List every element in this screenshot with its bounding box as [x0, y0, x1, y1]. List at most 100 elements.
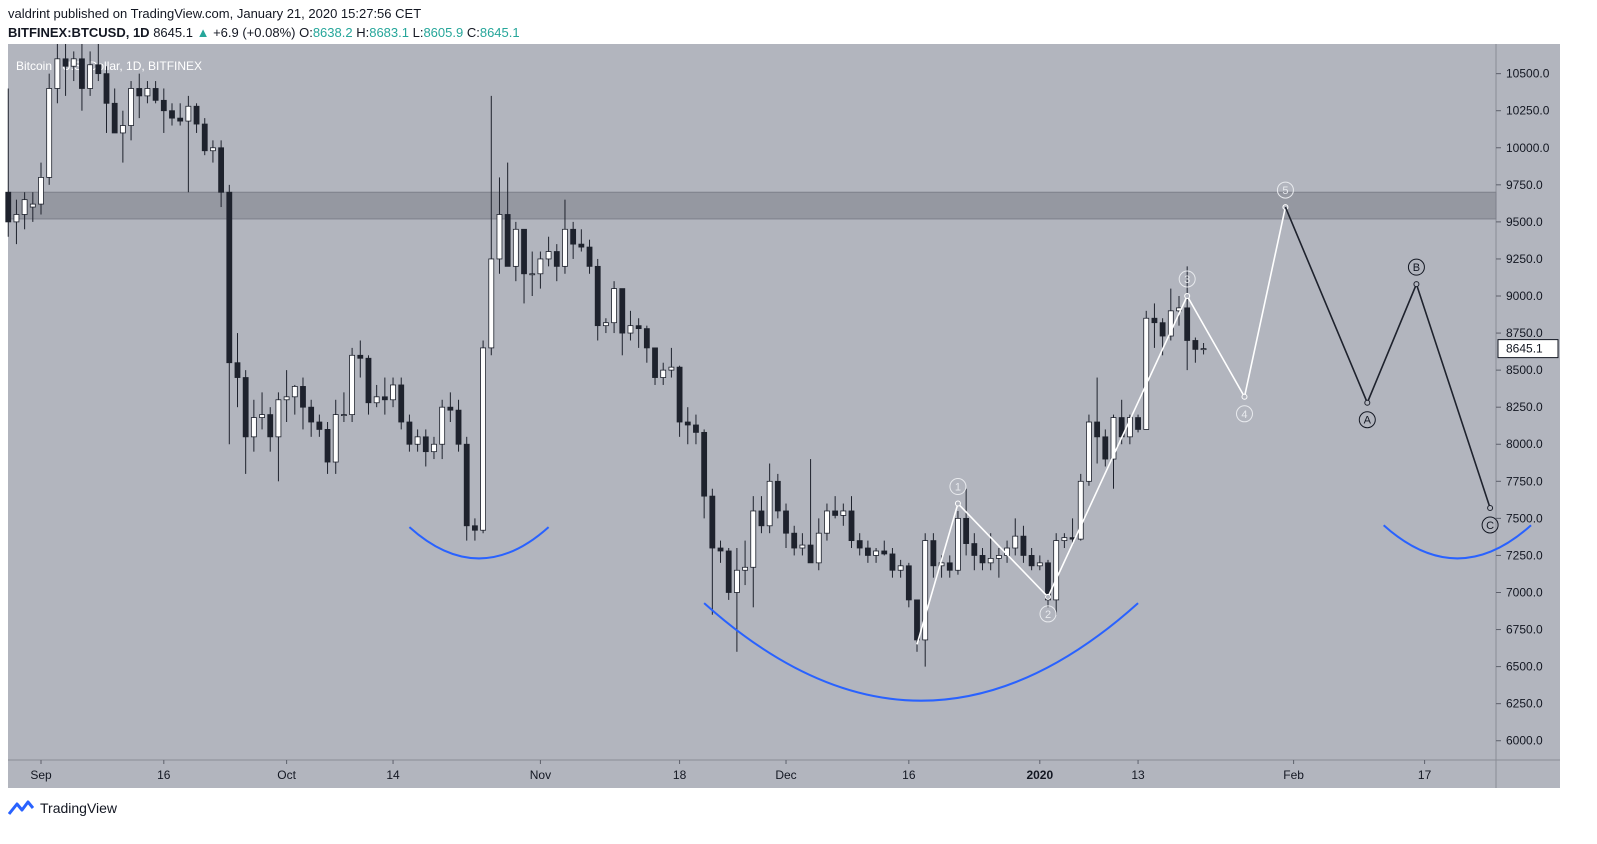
candle-body [963, 517, 970, 544]
price-chart[interactable]: 6000.0 6250.0 6500.0 6750.0 7000.0 7250.0 7500… [0, 44, 1597, 794]
chart-title: Bitcoin / U.S. Dollar, 1D, BITFINEX [16, 59, 202, 73]
wave-label-5: 5 [1282, 185, 1288, 197]
y-tick-label: 6750.0 [1506, 623, 1543, 637]
candle-body [684, 421, 691, 426]
candle-body [373, 396, 380, 404]
candle-body [1036, 562, 1043, 567]
cup-curve [1383, 524, 1532, 560]
candle-body [447, 406, 454, 411]
candle-body [733, 569, 740, 593]
x-tick-label: 2020 [1026, 768, 1053, 782]
y-tick-label: 10250.0 [1506, 104, 1550, 118]
candle-body [766, 480, 773, 527]
x-tick-label: 16 [902, 768, 916, 782]
candle-body [259, 414, 265, 418]
candle-body [799, 544, 806, 549]
candle-body [660, 369, 667, 378]
candle-body [570, 228, 577, 245]
candle-body [873, 550, 879, 556]
candle-body [742, 566, 748, 571]
wave-label-circle [1481, 516, 1499, 534]
high-label: H: [356, 25, 370, 40]
candle-body [897, 565, 904, 571]
candle-body [856, 540, 863, 549]
y-tick-label: 6000.0 [1506, 734, 1543, 748]
candle-body [480, 347, 486, 531]
change-value: +6.9 (+0.08%) [213, 25, 296, 40]
candles [5, 44, 1207, 667]
y-tick-label: 6250.0 [1506, 697, 1543, 711]
wave-label-4: 4 [1241, 409, 1247, 421]
candle-body [824, 510, 830, 534]
candle-body [1135, 417, 1141, 430]
candle-body [226, 191, 233, 364]
y-tick-label: 8500.0 [1506, 363, 1543, 377]
candle-body [169, 110, 175, 119]
candle-body [979, 555, 986, 564]
candle-body [193, 105, 200, 125]
high-value: 8683.1 [369, 25, 409, 40]
candle-body [472, 525, 478, 531]
candle-body [87, 64, 94, 89]
candle-body [431, 443, 437, 453]
candle-body [308, 406, 315, 423]
candle-body [455, 409, 462, 445]
wave-label-1: 1 [955, 482, 961, 494]
candle-body [619, 288, 626, 334]
wave-label-circle [1276, 181, 1294, 199]
x-tick-label: Sep [30, 768, 52, 782]
low-value: 8605.9 [423, 25, 464, 40]
candle-body [267, 414, 274, 438]
candle-body [676, 366, 683, 423]
candle-body [103, 73, 110, 104]
candle-body [914, 599, 920, 641]
candle-body [693, 424, 699, 433]
candle-body [717, 547, 724, 552]
correction-wave-line [1284, 206, 1491, 509]
y-tick-label: 7750.0 [1506, 474, 1543, 488]
symbol-label: BITFINEX:BTCUSD, 1D [8, 25, 150, 40]
candle-body [62, 58, 69, 67]
candle-body [783, 510, 789, 534]
y-tick-label: 10500.0 [1506, 67, 1550, 81]
candle-body [791, 532, 798, 549]
candle-body [291, 386, 298, 398]
impulse-wave-line [916, 206, 1287, 645]
candle-body [807, 544, 814, 564]
candle-body [283, 396, 290, 401]
y-tick-label: 8750.0 [1506, 326, 1543, 340]
wave-label-B: B [1413, 262, 1420, 274]
price-axis-panel [1496, 44, 1560, 760]
candle-body [635, 325, 642, 330]
candle-body [1094, 421, 1101, 438]
candle-body [955, 517, 961, 571]
wave-label-circle [1358, 411, 1376, 429]
candle-body [381, 396, 388, 401]
correction-wave-pivot [1364, 399, 1371, 406]
candle-body [750, 510, 757, 568]
candle-body [1143, 317, 1150, 430]
candle-body [210, 147, 216, 152]
candle-body [774, 480, 781, 512]
candle-body [594, 265, 601, 327]
candle-body [1020, 535, 1027, 556]
candle-body [136, 88, 143, 97]
candle-body [422, 436, 429, 453]
last-price-label: 8645.1 [1506, 342, 1543, 356]
candle-body [21, 199, 28, 215]
candle-body [1053, 540, 1060, 601]
x-tick-label: 17 [1418, 768, 1432, 782]
candle-body [1077, 480, 1084, 540]
candle-body [668, 366, 675, 371]
candle-body [1110, 417, 1117, 460]
x-tick-label: Dec [775, 768, 796, 782]
candle-body [946, 562, 953, 571]
candle-body [54, 58, 61, 89]
candle-body [1028, 555, 1035, 567]
wave-label-circle [1235, 405, 1253, 423]
candle-body [398, 384, 405, 423]
time-axis-panel [8, 760, 1560, 788]
candle-body [177, 117, 184, 122]
candle-body [128, 88, 134, 126]
candle-body [79, 58, 85, 89]
